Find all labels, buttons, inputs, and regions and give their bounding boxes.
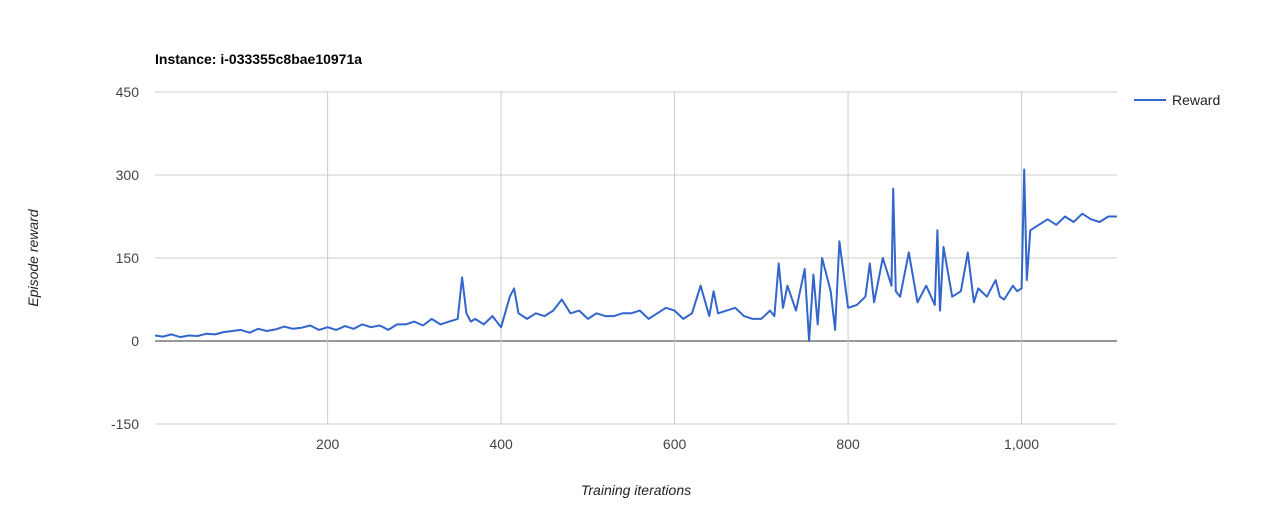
chart-title: Instance: i-033355c8bae10971a [155, 51, 362, 67]
x-tick-label: 800 [836, 436, 860, 452]
y-tick-label: 0 [131, 333, 139, 349]
legend: Reward [1134, 92, 1220, 108]
series-line-reward [154, 168, 1117, 342]
gridlines [155, 91, 1117, 425]
x-tick-label: 1,000 [1004, 436, 1039, 452]
y-tick-label: 450 [116, 84, 140, 100]
y-axis-title: Episode reward [25, 208, 41, 306]
x-tick-label: 200 [316, 436, 340, 452]
legend-label-reward: Reward [1172, 92, 1220, 108]
y-tick-label: 150 [116, 250, 140, 266]
x-tick-label: 400 [489, 436, 513, 452]
y-tick-label: 300 [116, 167, 140, 183]
y-tick-label: -150 [111, 416, 139, 432]
y-axis-ticks: -150 0 150 300 450 [111, 84, 139, 432]
x-axis-title: Training iterations [581, 482, 691, 498]
x-axis-ticks: 200 400 600 800 1,000 [316, 436, 1039, 452]
x-tick-label: 600 [663, 436, 687, 452]
